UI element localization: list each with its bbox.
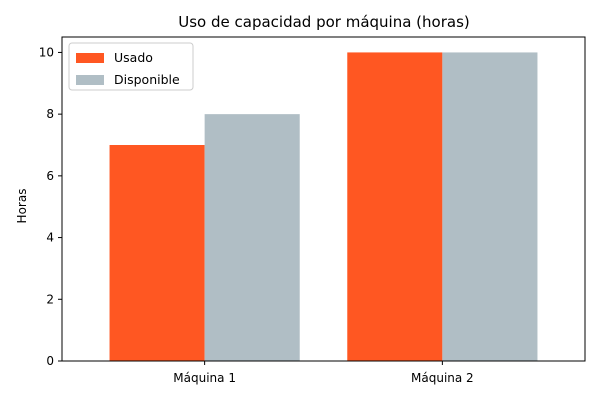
legend-swatch-usado xyxy=(76,53,104,63)
y-tick-label: 2 xyxy=(46,292,54,306)
legend-label-disponible: Disponible xyxy=(114,72,180,87)
y-tick-label: 10 xyxy=(39,45,54,59)
y-axis-title: Horas xyxy=(15,189,29,224)
y-tick-label: 6 xyxy=(46,169,54,183)
y-tick-label: 8 xyxy=(46,107,54,121)
y-tick-label: 4 xyxy=(46,231,54,245)
chart-title: Uso de capacidad por máquina (horas) xyxy=(178,13,470,31)
legend: Usado Disponible xyxy=(68,42,194,91)
legend-swatch-disponible xyxy=(76,75,104,85)
plot-frame xyxy=(61,36,586,362)
bar-usado-2 xyxy=(347,52,443,362)
y-tick-label: 0 xyxy=(46,354,54,368)
axes-layer: 0 2 4 6 8 10 Máquina 1 Máquina 2 xyxy=(39,36,586,385)
bars-layer xyxy=(109,52,538,362)
legend-label-usado: Usado xyxy=(114,50,153,65)
x-tick-label: Máquina 2 xyxy=(411,371,474,385)
x-tick-label: Máquina 1 xyxy=(173,371,236,385)
bar-disponible-2 xyxy=(442,52,538,362)
bar-usado-1 xyxy=(109,145,205,361)
bar-disponible-1 xyxy=(204,114,300,362)
